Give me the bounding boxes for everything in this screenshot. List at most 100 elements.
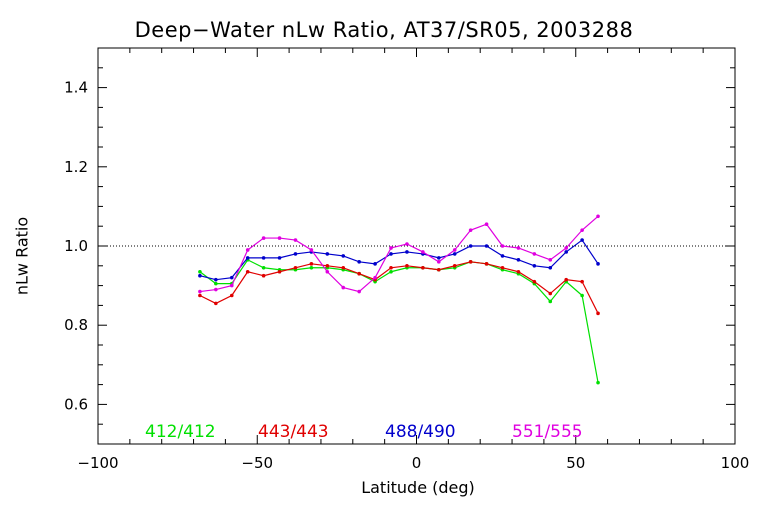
data-point	[245, 256, 250, 260]
data-point	[468, 244, 473, 248]
data-point	[214, 281, 218, 286]
data-point	[436, 267, 441, 272]
x-tick-label: 100	[721, 454, 750, 472]
data-point	[325, 252, 330, 256]
data-point	[516, 269, 521, 274]
data-point	[405, 264, 409, 268]
data-point	[436, 260, 441, 264]
data-point	[580, 238, 584, 242]
data-point	[548, 258, 553, 262]
data-point	[436, 256, 441, 260]
data-point	[261, 273, 266, 278]
y-tick-label: 1.0	[64, 237, 88, 255]
data-point	[214, 277, 218, 282]
data-point	[198, 273, 202, 278]
data-point	[516, 258, 521, 262]
x-tick-label: 50	[566, 454, 585, 472]
chart-title: Deep−Water nLw Ratio, AT37/SR05, 2003288	[134, 18, 634, 42]
legend-entry: 488/490	[385, 422, 456, 442]
data-point	[452, 252, 457, 256]
data-point	[261, 256, 266, 260]
data-point	[245, 269, 250, 274]
data-point	[261, 265, 266, 270]
data-point	[421, 265, 425, 270]
data-point	[516, 246, 521, 250]
data-point	[229, 293, 234, 298]
data-point	[532, 264, 537, 268]
data-point	[580, 228, 584, 232]
data-point	[532, 252, 537, 256]
data-point	[198, 269, 202, 274]
data-point	[548, 299, 553, 304]
data-point	[532, 279, 537, 284]
series-line	[199, 261, 599, 314]
data-point	[564, 250, 568, 254]
data-point	[198, 289, 202, 294]
data-point	[580, 279, 584, 284]
data-point	[357, 260, 361, 264]
data-point	[405, 242, 409, 246]
data-point	[484, 244, 489, 248]
data-point	[564, 246, 568, 250]
x-tick-label: −100	[77, 454, 118, 472]
data-point	[596, 262, 600, 266]
data-point	[293, 238, 298, 242]
data-point	[452, 264, 457, 268]
data-point	[452, 248, 457, 252]
data-point	[341, 265, 346, 270]
data-point	[405, 250, 409, 254]
data-point	[548, 291, 553, 296]
data-point	[468, 228, 473, 232]
y-tick-label: 0.8	[64, 316, 88, 334]
data-point	[484, 222, 489, 227]
data-point	[500, 265, 505, 270]
data-point	[357, 289, 361, 294]
data-point	[277, 256, 282, 260]
data-point	[373, 275, 377, 280]
data-point	[421, 250, 425, 254]
data-point	[596, 214, 600, 219]
data-point	[214, 301, 218, 306]
data-point	[341, 285, 346, 290]
data-point	[229, 283, 234, 288]
y-tick-label: 1.4	[64, 79, 88, 97]
series-line	[199, 215, 599, 293]
data-point	[357, 271, 361, 276]
data-point	[261, 236, 266, 240]
x-axis-label: Latitude (deg)	[361, 478, 475, 497]
data-point	[580, 293, 584, 298]
data-point	[596, 380, 600, 385]
data-point	[389, 252, 393, 256]
data-point	[229, 275, 234, 280]
data-point	[373, 262, 377, 266]
data-series	[198, 214, 600, 385]
data-point	[325, 264, 330, 268]
legend-entry: 412/412	[145, 422, 216, 442]
data-point	[309, 262, 314, 266]
x-tick-label: 0	[412, 454, 422, 472]
data-point	[198, 293, 202, 298]
data-point	[596, 311, 600, 316]
x-tick-label: −50	[241, 454, 273, 472]
data-point	[277, 236, 282, 240]
data-point	[564, 277, 568, 282]
legend: 412/412 443/443 488/490 551/555	[145, 422, 583, 442]
data-point	[389, 246, 393, 250]
data-point	[293, 265, 298, 270]
axis-ticks: −100 −50 0 50 100 0.6 0.8 1.0 1.2 1.4	[64, 47, 750, 472]
y-tick-label: 0.6	[64, 395, 88, 413]
data-point	[500, 244, 505, 248]
data-point	[389, 269, 393, 274]
data-point	[500, 254, 505, 258]
legend-entry: 443/443	[258, 422, 329, 442]
data-point	[293, 252, 298, 256]
data-point	[325, 269, 330, 274]
data-point	[245, 248, 250, 252]
data-point	[484, 262, 489, 266]
data-point	[214, 287, 218, 292]
data-point	[277, 269, 282, 274]
legend-entry: 551/555	[512, 422, 583, 442]
data-point	[468, 260, 473, 264]
y-tick-label: 1.2	[64, 158, 88, 176]
